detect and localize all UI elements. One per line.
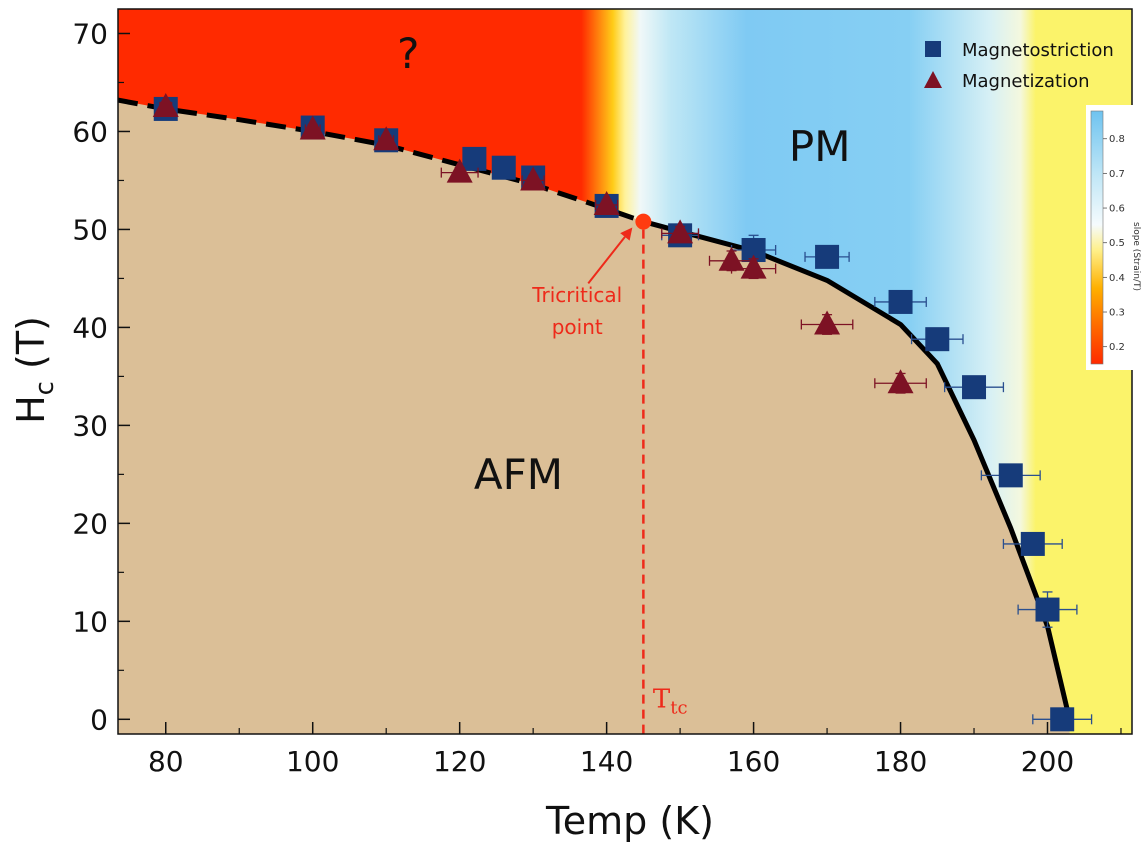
- legend: Magnetostriction Magnetization: [924, 40, 1114, 92]
- tricritical-arrowhead: [620, 227, 633, 241]
- magnetostriction-point: [998, 463, 1023, 488]
- ttc-label-sub: tc: [670, 698, 687, 719]
- ttc-label-main: T: [653, 685, 671, 715]
- legend-label-magnetostriction: Magnetostriction: [962, 40, 1114, 61]
- colorbar-tick-label: 0.8: [1109, 134, 1125, 145]
- y-tick-label: 10: [72, 605, 108, 638]
- colorbar-tick-label: 0.6: [1109, 204, 1125, 215]
- magnetization-point: [814, 310, 841, 335]
- colorbar: 0.2 0.3 0.4 0.5 0.6 0.7 0.8 slope (Strain/T): [1086, 105, 1143, 370]
- magnetostriction-point: [1035, 597, 1060, 622]
- x-tick-label: 80: [148, 745, 184, 778]
- y-tick-label: 20: [72, 507, 108, 540]
- legend-marker-magnetization: [924, 71, 942, 88]
- magnetization-point: [887, 369, 914, 394]
- region-label-afm: AFM: [474, 450, 563, 499]
- x-tick-label: 100: [286, 745, 339, 778]
- colorbar-gradient: [1090, 110, 1104, 365]
- x-tick-label: 160: [727, 745, 780, 778]
- magnetization-point: [152, 92, 179, 117]
- tricritical-label-line1: Tricritical: [531, 283, 622, 307]
- y-tick-label: 70: [72, 17, 108, 50]
- legend-label-magnetization: Magnetization: [962, 71, 1090, 92]
- region-label-unknown: ?: [397, 29, 419, 78]
- y-tick-label: 60: [72, 115, 108, 148]
- ttc-label: Ttc: [653, 685, 688, 719]
- tricritical-label-line2: point: [552, 315, 603, 339]
- magnetostriction-point: [815, 244, 840, 269]
- plot-frame: [117, 8, 1133, 735]
- tricritical-arrow: [587, 236, 626, 284]
- magnetostriction-point: [1050, 707, 1075, 732]
- colorbar-tick-label: 0.7: [1109, 169, 1125, 180]
- magnetization-point: [446, 158, 473, 183]
- colorbar-tick-label: 0.3: [1109, 308, 1125, 319]
- phase-boundary-solid: [642, 219, 1072, 720]
- x-tick-label: 180: [874, 745, 927, 778]
- x-tick-label: 200: [1021, 745, 1074, 778]
- x-tick-label: 140: [580, 745, 633, 778]
- magnetization-point: [520, 166, 547, 191]
- magnetostriction-point: [462, 146, 487, 171]
- y-tick-label: 50: [72, 213, 108, 246]
- y-axis-title-sub: c: [30, 381, 60, 395]
- magnetostriction-point: [925, 327, 950, 352]
- y-axis-title: Hc (T): [9, 316, 60, 424]
- colorbar-label: slope (Strain/T): [1131, 222, 1141, 291]
- legend-marker-magnetostriction: [925, 41, 941, 57]
- region-label-pm: PM: [789, 122, 851, 171]
- magnetization-point: [299, 115, 326, 140]
- magnetostriction-point: [491, 155, 516, 180]
- y-axis-title-main: H: [9, 395, 53, 424]
- colorbar-tick-label: 0.5: [1109, 238, 1125, 249]
- magnetization-point: [373, 126, 400, 151]
- magnetostriction-point: [888, 289, 913, 314]
- magnetization-point: [593, 190, 620, 215]
- magnetization-point: [740, 254, 767, 279]
- x-tick-label: 120: [433, 745, 486, 778]
- colorbar-tick-label: 0.4: [1109, 273, 1125, 284]
- magnetization-point: [718, 246, 745, 271]
- magnetostriction-point: [962, 375, 987, 400]
- magnetostriction-point: [1020, 531, 1045, 556]
- magnetization-point: [667, 219, 694, 244]
- y-axis-title-unit: (T): [9, 316, 53, 381]
- tricritical-point: [635, 213, 652, 230]
- y-tick-label: 40: [72, 311, 108, 344]
- y-tick-label: 0: [90, 703, 108, 736]
- x-axis-title: Temp (K): [545, 799, 714, 843]
- colorbar-tick-label: 0.2: [1109, 342, 1125, 353]
- afm-region: [118, 100, 1070, 734]
- y-tick-label: 30: [72, 409, 108, 442]
